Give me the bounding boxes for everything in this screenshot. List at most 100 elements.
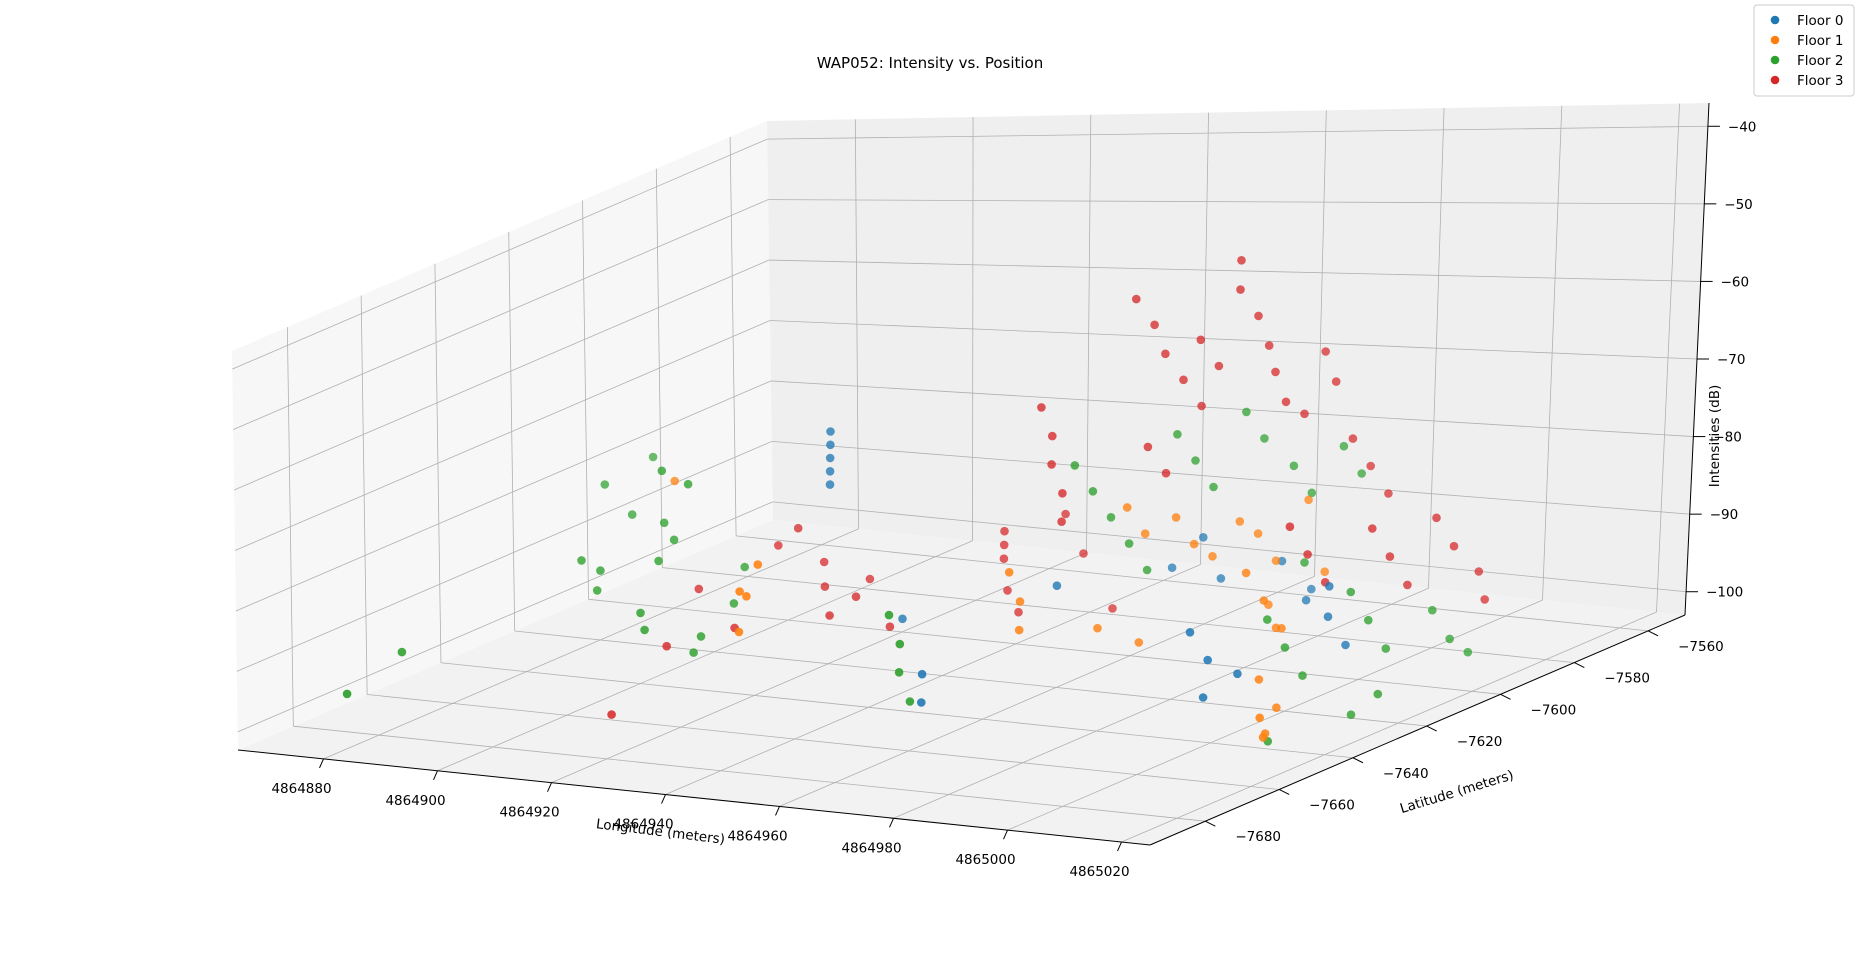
data-point [1255,713,1264,723]
y-tick-label: −7640 [1383,766,1429,782]
data-point [735,587,744,596]
y-tick-mark [1426,725,1437,732]
data-point [825,480,835,489]
data-point [740,562,749,572]
data-point [397,647,407,657]
data-point [1004,568,1014,577]
data-point [1272,703,1281,712]
data-point [636,608,645,618]
data-point [1323,612,1333,621]
data-point [1301,595,1311,605]
data-point [1061,509,1070,519]
data-point [1122,503,1132,512]
data-point [1079,549,1088,558]
z-tick-label: −50 [1724,197,1753,213]
data-point [1242,407,1251,417]
grid-line [233,259,770,491]
z-tick-label: −70 [1717,352,1746,368]
grid-line [233,199,769,430]
data-point [1196,335,1206,345]
x-tick-label: 4864940 [613,817,673,833]
data-point [1348,434,1358,443]
y-tick-mark [1647,630,1659,637]
data-point [1241,568,1251,578]
legend-marker [1770,35,1780,45]
z-tick-label: −100 [1706,585,1743,601]
data-point [1463,647,1473,657]
data-point [1432,513,1441,523]
grid-line [588,598,1501,695]
data-point [1124,539,1134,548]
data-point [662,641,671,651]
data-point [1150,320,1159,330]
grid-line [736,535,1649,632]
data-point [1445,634,1454,644]
data-point [627,510,637,519]
grid-line [440,662,1353,759]
data-point [826,440,835,450]
x-tick-label: 4864920 [499,805,559,821]
grid-line [770,380,1694,437]
grid-line [437,540,973,772]
data-point [1198,693,1208,702]
y-tick-mark [1352,757,1364,764]
data-point [1321,347,1330,356]
data-point [1385,552,1395,561]
data-point [1480,595,1489,604]
data-point [1259,596,1269,605]
data-point [1233,669,1242,679]
data-point [825,467,835,476]
x-tick-mark [661,794,666,804]
data-point [734,627,744,637]
data-point [1474,567,1484,576]
legend-label: Floor 1 [1797,33,1843,49]
grid-line [769,259,1701,282]
data-point [905,697,915,706]
data-point [648,452,658,462]
data-point [851,592,861,601]
data-point [1057,517,1066,526]
legend-label: Floor 2 [1797,53,1843,69]
x-tick-label: 4864980 [841,840,901,856]
x-tick-mark [547,782,552,792]
data-point [1189,539,1199,549]
data-point [753,560,763,569]
data-point [1191,456,1200,465]
grid-line [232,138,768,370]
y-tick-label: −7580 [1604,671,1650,687]
data-point [1143,442,1153,452]
data-point [1271,556,1281,565]
x-tick-mark [1117,841,1122,852]
z-tick-label: −40 [1728,119,1757,135]
grid-line [235,380,772,612]
data-point [1381,644,1391,653]
data-point [895,639,905,649]
data-point [819,557,829,567]
data-point [1357,469,1366,478]
grid-line [893,587,1429,819]
data-point [1307,488,1317,498]
data-point [1258,733,1268,742]
data-point [1058,489,1067,498]
data-point [1015,597,1025,606]
data-point [1179,375,1188,385]
data-point [669,535,679,545]
grid-line [662,567,1575,663]
data-point [596,566,605,575]
data-point [1134,638,1144,647]
data-point [825,611,834,620]
grid-line [771,441,1690,515]
legend-label: Floor 3 [1797,73,1843,89]
data-point [1048,431,1057,441]
grid-line [293,725,1206,822]
data-point [1003,586,1012,595]
data-point [1208,552,1217,561]
x-tick-mark [433,770,438,780]
y-axis-line [1149,614,1686,846]
data-point [342,689,352,699]
data-point [1341,640,1350,650]
data-point [1368,524,1377,533]
data-point [1197,401,1206,411]
x-axis-line [237,749,1151,846]
